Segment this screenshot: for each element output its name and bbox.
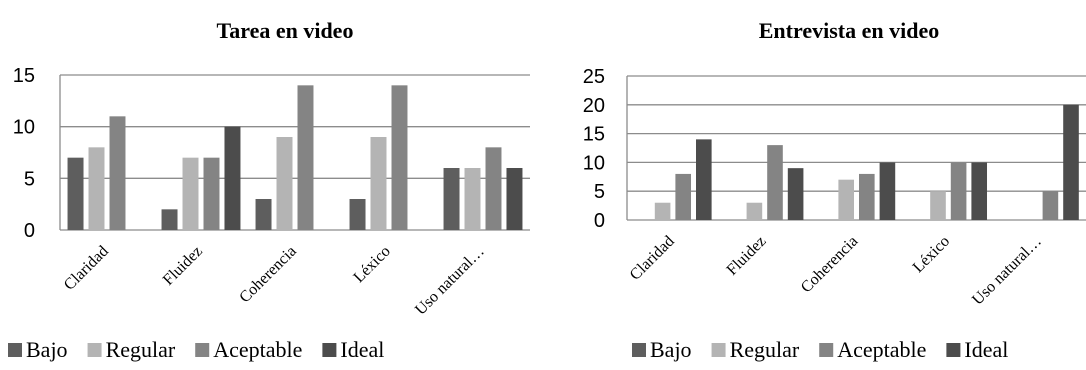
legend-swatch-bajo xyxy=(632,343,646,357)
bar-ideal-l-xico xyxy=(971,162,988,220)
chart-entrevista-en-video: Entrevista en video 0 5 10 15 20 25 Claridad Fl… xyxy=(583,18,1086,362)
bar-ideal-claridad xyxy=(696,139,712,220)
bar-aceptable-uso-natural xyxy=(1042,191,1059,220)
y-tick-label: 5 xyxy=(24,168,35,190)
x-tick-label: Léxico xyxy=(910,233,953,276)
bar-regular-l-xico xyxy=(370,137,387,230)
bar-aceptable-claridad xyxy=(109,116,126,230)
bar-aceptable-fluidez xyxy=(767,145,783,220)
x-tick-label: Claridad xyxy=(627,233,678,284)
x-tick-label: Uso natural… xyxy=(969,233,1045,309)
bar-ideal-uso-natural xyxy=(1063,104,1079,220)
legend-label-bajo: Bajo xyxy=(26,337,68,362)
legend-label-aceptable: Aceptable xyxy=(213,337,302,362)
legend-label-ideal: Ideal xyxy=(340,337,384,362)
y-tick-label: 25 xyxy=(583,66,605,88)
y-tick-label: 15 xyxy=(13,65,35,87)
bar-ideal-coherencia xyxy=(879,162,896,220)
bar-ideal-fluidez xyxy=(787,168,804,220)
x-tick-label: Léxico xyxy=(350,243,393,286)
y-tick-label: 0 xyxy=(24,220,35,242)
x-tick-label: Coherencia xyxy=(236,243,300,307)
bar-aceptable-claridad xyxy=(675,173,692,220)
y-tick-label: 10 xyxy=(583,152,605,174)
chart-title: Entrevista en video xyxy=(759,18,939,43)
legend-label-regular: Regular xyxy=(730,337,800,362)
bar-bajo-l-xico xyxy=(349,199,366,230)
bar-aceptable-fluidez xyxy=(203,157,220,230)
plot-area: 0 5 10 15 20 25 Claridad Fluidez Coherencia Léxic… xyxy=(583,66,1086,309)
bar-aceptable-uso-natural xyxy=(485,147,502,230)
bar-regular-coherencia xyxy=(838,179,854,220)
bar-regular-uso-natural xyxy=(464,168,481,230)
bar-bajo-uso-natural xyxy=(443,168,460,230)
chart-title: Tarea en video xyxy=(217,18,354,43)
legend-swatch-aceptable xyxy=(195,343,210,357)
bar-ideal-uso-natural xyxy=(506,168,523,230)
bar-ideal-fluidez xyxy=(224,126,241,230)
y-tick-label: 0 xyxy=(594,210,605,232)
legend-label-ideal: Ideal xyxy=(964,337,1008,362)
legend-label-regular: Regular xyxy=(106,337,176,362)
bar-regular-fluidez xyxy=(182,157,199,230)
bar-aceptable-l-xico xyxy=(391,85,408,230)
y-tick-label: 15 xyxy=(583,124,605,146)
legend-swatch-bajo xyxy=(8,343,22,357)
y-tick-label: 5 xyxy=(594,181,605,203)
bar-bajo-coherencia xyxy=(255,199,272,230)
bar-regular-claridad xyxy=(654,202,671,220)
bar-bajo-fluidez xyxy=(161,209,178,230)
legend-swatch-aceptable xyxy=(819,343,834,357)
legend: Bajo Regular Aceptable Ideal xyxy=(632,337,1008,362)
y-tick-label: 10 xyxy=(13,117,35,139)
legend-swatch-ideal xyxy=(322,343,337,357)
x-tick-label: Uso natural… xyxy=(412,243,488,319)
bar-aceptable-l-xico xyxy=(950,162,967,220)
legend-label-bajo: Bajo xyxy=(650,337,692,362)
legend: Bajo Regular Aceptable Ideal xyxy=(8,337,384,362)
bar-regular-fluidez xyxy=(746,202,763,220)
bar-regular-l-xico xyxy=(930,191,946,220)
x-tick-label: Coherencia xyxy=(798,233,862,297)
legend-label-aceptable: Aceptable xyxy=(837,337,926,362)
y-tick-label: 20 xyxy=(583,95,605,117)
legend-swatch-regular xyxy=(711,343,726,357)
legend-swatch-regular xyxy=(87,343,102,357)
plot-area: 0 5 10 15 Claridad Fluidez Coherencia Léxico Uso… xyxy=(13,65,530,319)
bar-regular-coherencia xyxy=(276,137,293,230)
x-tick-label: Claridad xyxy=(61,243,112,294)
chart-tarea-en-video: Tarea en video 0 5 10 15 Claridad Fluidez Cohe… xyxy=(8,18,530,362)
legend-swatch-ideal xyxy=(946,343,961,357)
bar-aceptable-coherencia xyxy=(297,85,314,230)
x-tick-label: Fluidez xyxy=(160,243,206,289)
bar-bajo-claridad xyxy=(67,157,84,230)
bar-aceptable-coherencia xyxy=(859,173,875,220)
x-tick-label: Fluidez xyxy=(724,233,770,279)
bar-regular-claridad xyxy=(88,147,105,230)
